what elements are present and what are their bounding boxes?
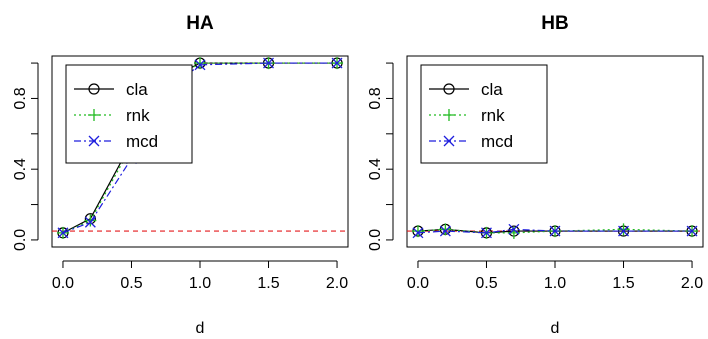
legend-marker-rnk	[88, 109, 100, 121]
panel-ha: HA 0.0 0.5 1.0 1.5 2.0 0.0 0.4 0.8 d cla rnk mcd	[12, 13, 349, 337]
data-point-mcd	[686, 225, 698, 237]
legend-marker-rnk	[443, 109, 455, 121]
data-point-rnk	[439, 223, 452, 236]
legend-label-mcd: mcd	[481, 132, 513, 151]
x-axis-label: d	[551, 320, 560, 337]
x-tick-label: 1.5	[612, 275, 634, 292]
data-point-rnk	[84, 214, 97, 227]
data-point-mcd	[508, 223, 520, 235]
chart-title: HA	[186, 13, 214, 34]
y-tick-label: 0.8	[12, 87, 29, 109]
data-point-mcd	[331, 57, 343, 69]
data-point-mcd	[618, 225, 629, 237]
x-tick-label: 1.0	[189, 275, 211, 292]
y-tick-label: 0.8	[367, 87, 384, 109]
series-rnk	[411, 223, 699, 239]
x-tick-label: 0.5	[475, 275, 497, 292]
y-tick-label: 0.4	[367, 158, 384, 180]
data-point-mcd	[412, 227, 424, 239]
data-point-mcd	[549, 225, 561, 237]
legend: cla rnk mcd	[420, 64, 548, 164]
legend-marker-mcd	[88, 135, 100, 147]
y-tick-label: 0.4	[12, 158, 29, 180]
legend-box	[65, 64, 193, 164]
x-tick-label: 2.0	[326, 275, 348, 292]
legend-label-rnk: rnk	[481, 106, 505, 125]
chart-title: HB	[541, 13, 568, 34]
y-tick-label: 0.0	[367, 229, 384, 251]
legend: cla rnk mcd	[65, 64, 193, 164]
x-tick-label: 1.0	[544, 275, 566, 292]
legend-label-cla: cla	[126, 80, 148, 99]
x-tick-label: 1.5	[257, 275, 279, 292]
panel-hb: HB 0.0 0.5 1.0 1.5 2.0 0.0 0.4 0.8 d cla rnk mcd	[367, 13, 704, 337]
x-tick-label: 2.0	[681, 275, 703, 292]
data-point-mcd	[57, 227, 69, 239]
legend-label-mcd: mcd	[126, 132, 158, 151]
x-axis-label: d	[196, 320, 205, 337]
plot-frame	[406, 55, 704, 248]
data-point-mcd	[194, 59, 206, 71]
series-mcd	[412, 223, 698, 239]
data-point-mcd	[263, 57, 274, 69]
x-tick-label: 0.0	[52, 275, 74, 292]
legend-label-rnk: rnk	[126, 106, 150, 125]
legend-marker-cla	[443, 83, 455, 95]
legend-box	[420, 64, 548, 164]
data-point-rnk	[617, 223, 630, 236]
data-point-mcd	[84, 216, 96, 228]
legend-marker-mcd	[443, 135, 455, 147]
data-point-rnk	[194, 57, 206, 70]
data-point-rnk	[411, 225, 424, 238]
data-point-mcd	[481, 227, 492, 239]
legend-label-cla: cla	[481, 80, 503, 99]
x-tick-label: 0.5	[120, 275, 142, 292]
plot-frame	[51, 55, 349, 248]
legend-marker-cla	[88, 83, 100, 95]
data-point-mcd	[439, 225, 451, 237]
y-tick-label: 0.0	[12, 229, 29, 251]
x-tick-label: 0.0	[407, 275, 429, 292]
